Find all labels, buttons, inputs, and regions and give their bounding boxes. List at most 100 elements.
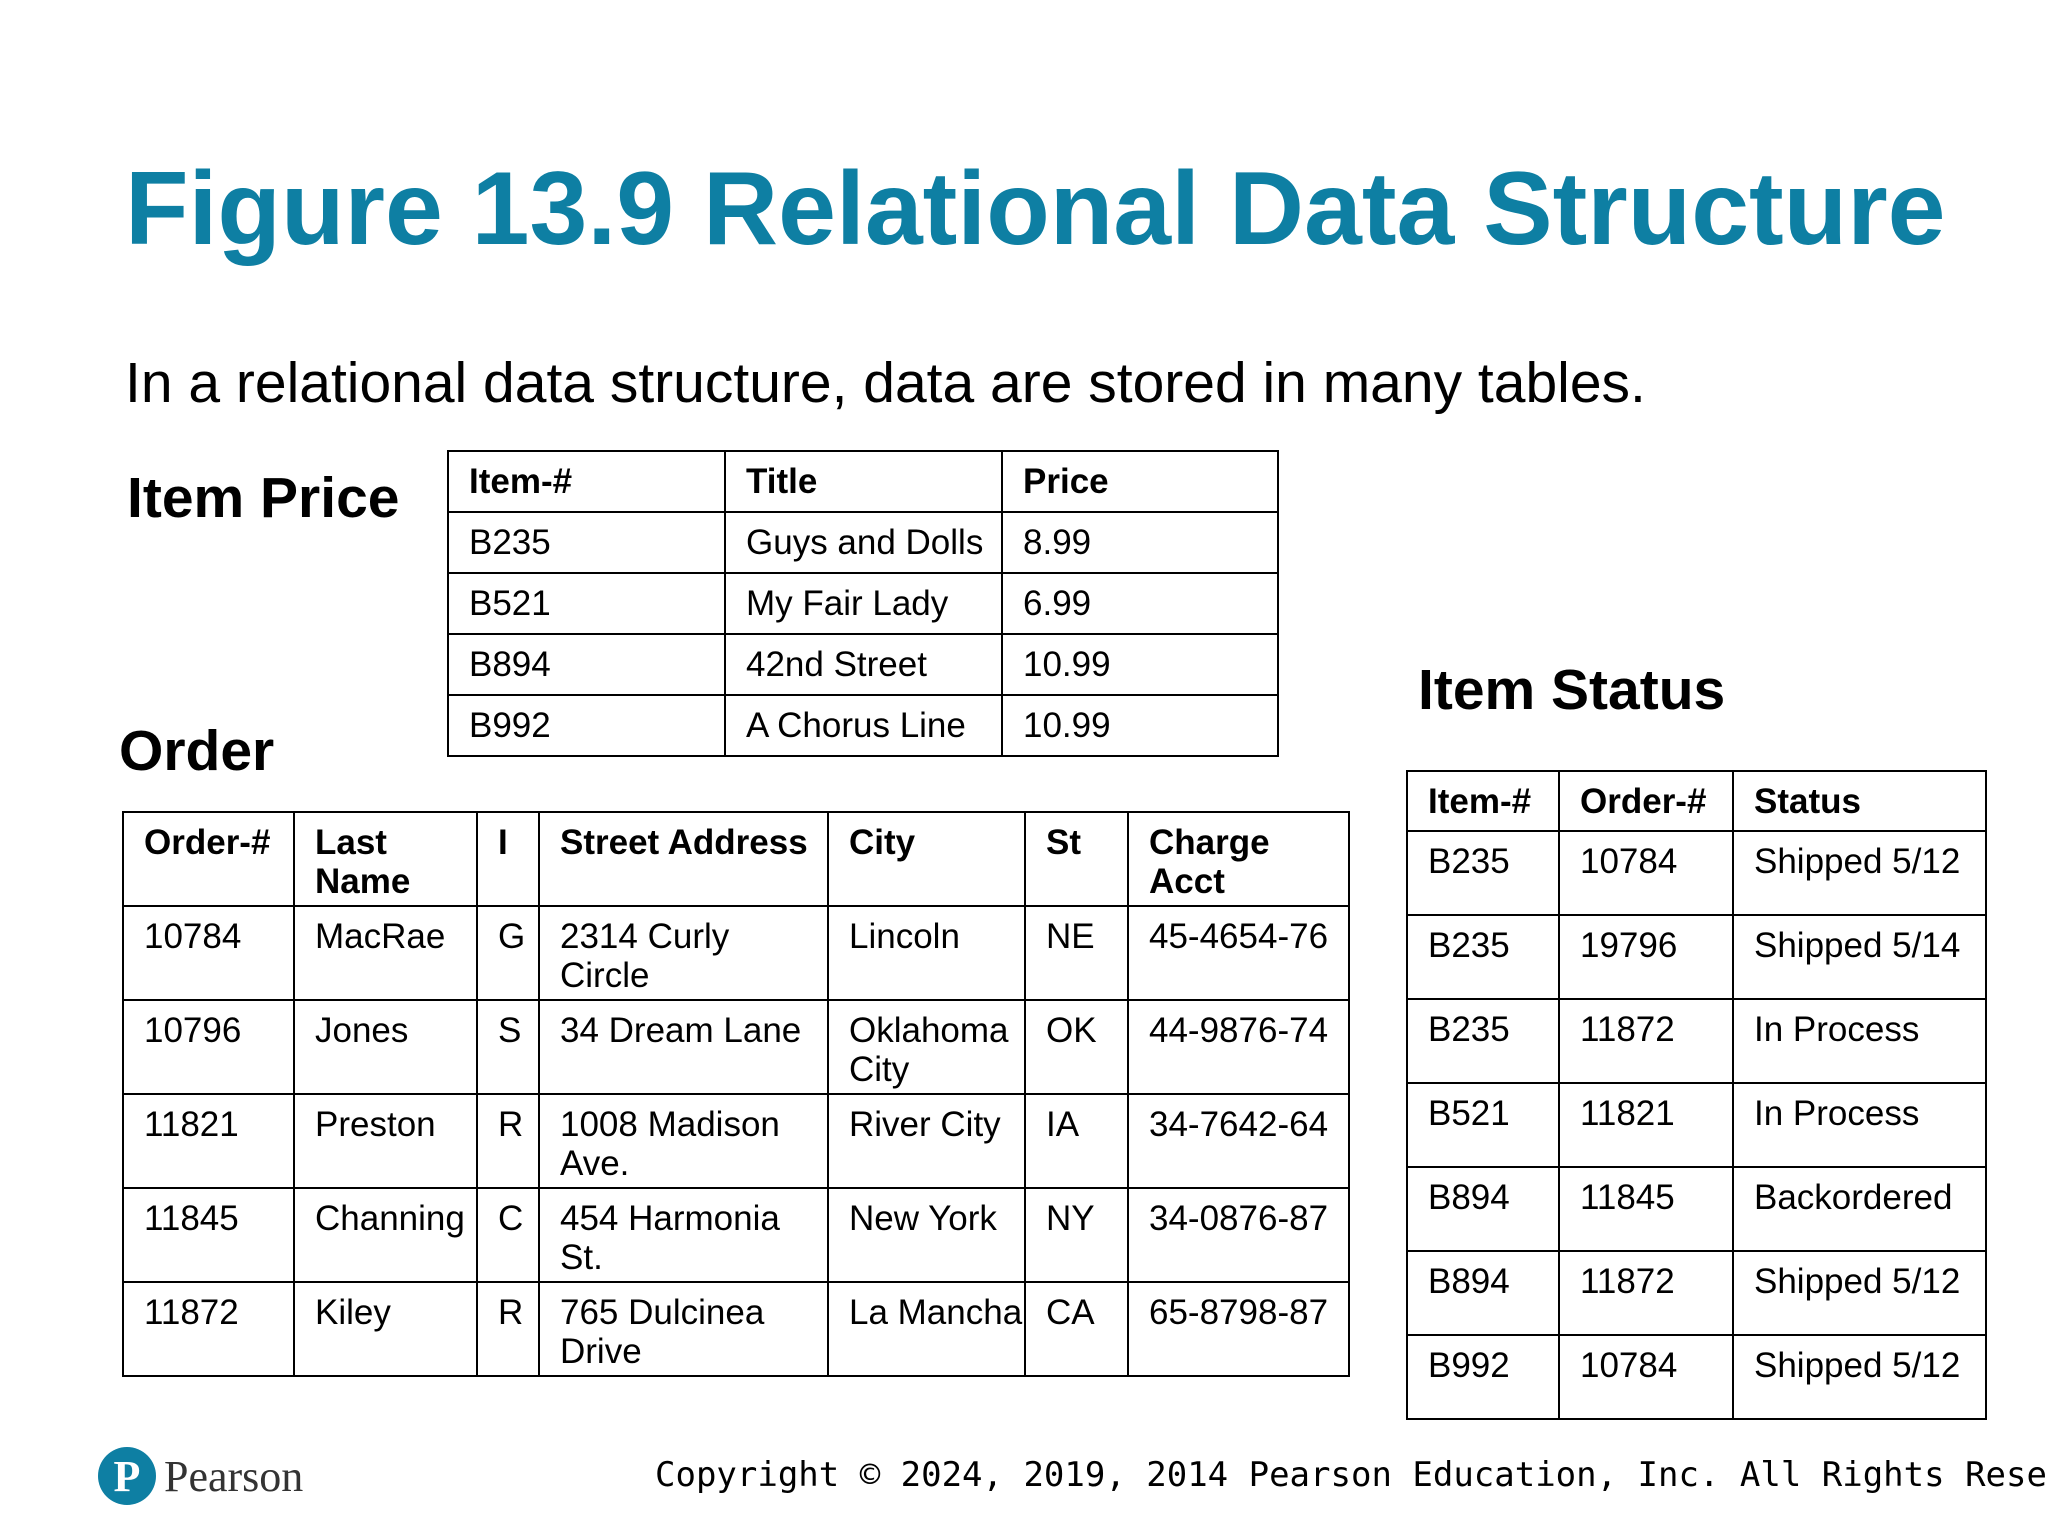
table-cell: 45-4654-76 bbox=[1127, 905, 1350, 1001]
table-cell: B235 bbox=[1406, 830, 1560, 916]
pearson-logo-text: Pearson bbox=[164, 1451, 304, 1501]
table-cell: Shipped 5/14 bbox=[1732, 914, 1987, 1000]
table-cell: 34-0876-87 bbox=[1127, 1187, 1350, 1283]
column-header: St bbox=[1024, 811, 1129, 907]
table-cell: C bbox=[476, 1187, 540, 1283]
column-header: Last Name bbox=[293, 811, 478, 907]
table-cell: 6.99 bbox=[1001, 572, 1279, 635]
column-header: Status bbox=[1732, 770, 1987, 832]
table-cell: 65-8798-87 bbox=[1127, 1281, 1350, 1377]
table-cell: R bbox=[476, 1281, 540, 1377]
table-cell: In Process bbox=[1732, 998, 1987, 1084]
page-subtitle: In a relational data structure, data are… bbox=[125, 351, 1646, 415]
table-cell: 34-7642-64 bbox=[1127, 1093, 1350, 1189]
table-row: B894 42nd Street 10.99 bbox=[447, 633, 1279, 696]
table-row: B992 10784 Shipped 5/12 bbox=[1406, 1334, 1987, 1420]
table-cell: B521 bbox=[1406, 1082, 1560, 1168]
column-header: Price bbox=[1001, 450, 1279, 513]
table-cell: 10784 bbox=[1558, 830, 1734, 916]
table-row: B235 10784 Shipped 5/12 bbox=[1406, 830, 1987, 916]
table-row: 10784 MacRae G 2314 Curly Circle Lincoln NE 45… bbox=[122, 905, 1350, 1001]
pearson-logo-letter: P bbox=[114, 1452, 141, 1501]
table-cell: In Process bbox=[1732, 1082, 1987, 1168]
column-header: I bbox=[476, 811, 540, 907]
table-row: B521 My Fair Lady 6.99 bbox=[447, 572, 1279, 635]
pearson-logo-icon: P bbox=[98, 1447, 156, 1505]
table-row: B992 A Chorus Line 10.99 bbox=[447, 694, 1279, 757]
table-cell: OK bbox=[1024, 999, 1129, 1095]
table-cell: 11872 bbox=[1558, 1250, 1734, 1336]
table-row: B235 19796 Shipped 5/14 bbox=[1406, 914, 1987, 1000]
column-header: Street Address bbox=[538, 811, 829, 907]
table-cell: 19796 bbox=[1558, 914, 1734, 1000]
table-row: 10796 Jones S 34 Dream Lane Oklahoma City OK 4… bbox=[122, 999, 1350, 1095]
table-row: B894 11872 Shipped 5/12 bbox=[1406, 1250, 1987, 1336]
table-cell: 42nd Street bbox=[724, 633, 1003, 696]
table-cell: IA bbox=[1024, 1093, 1129, 1189]
table-cell: Shipped 5/12 bbox=[1732, 1334, 1987, 1420]
table-cell: A Chorus Line bbox=[724, 694, 1003, 757]
table-row: 11872 Kiley R 765 Dulcinea Drive La Mancha CA… bbox=[122, 1281, 1350, 1377]
table-cell: 11872 bbox=[1558, 998, 1734, 1084]
table-cell: Oklahoma City bbox=[827, 999, 1026, 1095]
order-table: Order-# Last Name I Street Address City St Cha… bbox=[122, 811, 1350, 1377]
table-cell: B235 bbox=[1406, 914, 1560, 1000]
table-cell: B894 bbox=[447, 633, 726, 696]
column-header: Order-# bbox=[122, 811, 295, 907]
column-header: Charge Acct bbox=[1127, 811, 1350, 907]
table-cell: 10796 bbox=[122, 999, 295, 1095]
table-cell: NY bbox=[1024, 1187, 1129, 1283]
table-cell: 2314 Curly Circle bbox=[538, 905, 829, 1001]
table-cell: B894 bbox=[1406, 1250, 1560, 1336]
item-price-table: Item-# Title Price B235 Guys and Dolls 8.99 B… bbox=[447, 450, 1279, 757]
table-cell: B521 bbox=[447, 572, 726, 635]
table-header-row: Item-# Order-# Status bbox=[1406, 770, 1987, 832]
table-cell: S bbox=[476, 999, 540, 1095]
table-cell: 44-9876-74 bbox=[1127, 999, 1350, 1095]
table-cell: 10784 bbox=[122, 905, 295, 1001]
column-header: Item-# bbox=[447, 450, 726, 513]
table-cell: Shipped 5/12 bbox=[1732, 830, 1987, 916]
table-cell: 1008 Madison Ave. bbox=[538, 1093, 829, 1189]
table-cell: 11845 bbox=[1558, 1166, 1734, 1252]
table-cell: 11872 bbox=[122, 1281, 295, 1377]
table-cell: B992 bbox=[1406, 1334, 1560, 1420]
table-cell: 10.99 bbox=[1001, 633, 1279, 696]
table-cell: NE bbox=[1024, 905, 1129, 1001]
table-row: B521 11821 In Process bbox=[1406, 1082, 1987, 1168]
table-row: B235 11872 In Process bbox=[1406, 998, 1987, 1084]
table-cell: R bbox=[476, 1093, 540, 1189]
table-cell: Lincoln bbox=[827, 905, 1026, 1001]
column-header: Order-# bbox=[1558, 770, 1734, 832]
page-title: Figure 13.9 Relational Data Structure bbox=[125, 151, 1946, 267]
table-cell: 11821 bbox=[122, 1093, 295, 1189]
table-cell: G bbox=[476, 905, 540, 1001]
table-row: B235 Guys and Dolls 8.99 bbox=[447, 511, 1279, 574]
table-cell: Jones bbox=[293, 999, 478, 1095]
table-cell: 10784 bbox=[1558, 1334, 1734, 1420]
table-cell: Guys and Dolls bbox=[724, 511, 1003, 574]
table-header-row: Order-# Last Name I Street Address City St Cha… bbox=[122, 811, 1350, 907]
table-cell: Channing bbox=[293, 1187, 478, 1283]
column-header: City bbox=[827, 811, 1026, 907]
table-row: B894 11845 Backordered bbox=[1406, 1166, 1987, 1252]
table-cell: B235 bbox=[447, 511, 726, 574]
table-cell: B894 bbox=[1406, 1166, 1560, 1252]
order-label: Order bbox=[119, 719, 275, 783]
table-cell: 10.99 bbox=[1001, 694, 1279, 757]
table-cell: CA bbox=[1024, 1281, 1129, 1377]
table-cell: River City bbox=[827, 1093, 1026, 1189]
table-cell: Kiley bbox=[293, 1281, 478, 1377]
copyright-notice: Copyright © 2024, 2019, 2014 Pearson Edu… bbox=[655, 1455, 2048, 1495]
item-status-label: Item Status bbox=[1418, 658, 1726, 722]
pearson-logo: P Pearson bbox=[98, 1447, 303, 1505]
table-cell: Preston bbox=[293, 1093, 478, 1189]
table-cell: MacRae bbox=[293, 905, 478, 1001]
table-cell: My Fair Lady bbox=[724, 572, 1003, 635]
table-cell: Shipped 5/12 bbox=[1732, 1250, 1987, 1336]
table-cell: La Mancha bbox=[827, 1281, 1026, 1377]
table-cell: 34 Dream Lane bbox=[538, 999, 829, 1095]
table-cell: 454 Harmonia St. bbox=[538, 1187, 829, 1283]
item-price-label: Item Price bbox=[127, 466, 400, 530]
table-row: 11821 Preston R 1008 Madison Ave. River City… bbox=[122, 1093, 1350, 1189]
